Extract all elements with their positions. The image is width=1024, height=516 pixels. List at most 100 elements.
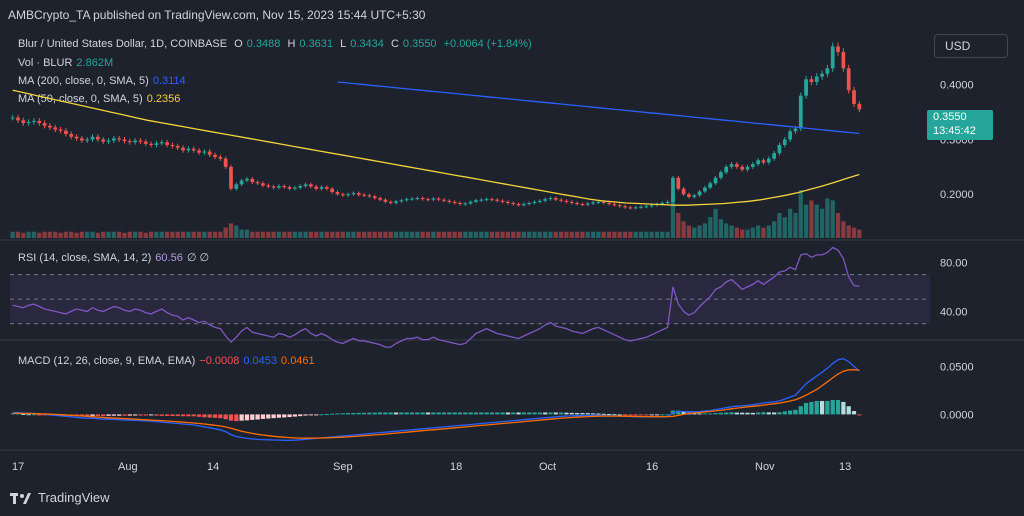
volume-bar <box>590 231 596 238</box>
macd-histogram-bar <box>266 414 271 419</box>
volume-bar <box>782 217 787 238</box>
tradingview-logo[interactable]: TradingView <box>10 490 110 505</box>
price-axis-tick: 0.2000 <box>940 189 974 201</box>
candle-body <box>303 184 308 186</box>
macd-histogram-bar <box>191 414 196 417</box>
macd-histogram-bar <box>409 412 415 415</box>
ma50-legend[interactable]: MA (50, close, 0, SMA, 5) 0.2356 <box>18 93 184 105</box>
volume-bar <box>250 231 255 238</box>
candle-body <box>293 187 297 189</box>
candle-body <box>271 186 276 188</box>
macd-histogram-bar <box>756 412 761 415</box>
volume-bar <box>548 231 553 238</box>
candle-body <box>463 203 468 205</box>
volume-bar <box>21 232 26 238</box>
volume-bar <box>431 231 436 238</box>
volume-bar <box>489 231 495 238</box>
candle-body <box>708 183 713 188</box>
macd-histogram-bar <box>532 412 537 415</box>
volume-bar <box>660 231 665 238</box>
macd-histogram-bar <box>564 412 569 415</box>
candle-body <box>532 201 537 203</box>
candle-body <box>42 123 47 126</box>
high-value: 0.3631 <box>299 38 334 50</box>
macd-histogram-bar <box>330 413 335 415</box>
candle-body <box>830 46 835 69</box>
macd-histogram-bar <box>734 412 739 415</box>
rsi-legend[interactable]: RSI (14, close, SMA, 14, 2) 60.56 ∅ ∅ <box>18 251 213 264</box>
volume-bar <box>511 231 516 238</box>
currency-button[interactable]: USD <box>934 34 1008 58</box>
volume-bar <box>761 227 766 238</box>
volume-bar <box>622 231 628 238</box>
macd-histogram-bar <box>95 414 100 417</box>
macd-histogram-bar <box>292 414 298 417</box>
volume-bar <box>351 231 356 238</box>
candle-body <box>495 199 500 201</box>
candle-body <box>703 187 707 192</box>
candle-body <box>543 199 548 201</box>
volume-bar <box>585 231 590 238</box>
candle-body <box>362 194 366 196</box>
candle-body <box>820 73 824 77</box>
volume-bar <box>276 231 282 238</box>
candle-body <box>740 166 745 170</box>
macd-histogram-bar <box>361 412 367 415</box>
volume-bar <box>292 231 298 238</box>
ohlc-values: O 0.3488 H 0.3631 L 0.3434 C 0.3550 +0.0064 … <box>234 38 536 50</box>
volume-bar <box>212 231 218 238</box>
candle-body <box>681 188 686 195</box>
volume-bar <box>697 225 702 238</box>
macd-histogram-bar <box>697 413 702 415</box>
volume-bar <box>734 227 739 238</box>
close-label: C <box>390 38 399 50</box>
volume-bar <box>740 229 745 238</box>
macd-histogram-bar <box>436 412 441 415</box>
candle-body <box>10 117 15 119</box>
macd-histogram-bar <box>479 412 484 415</box>
macd-legend[interactable]: MACD (12, 26, close, 9, EMA, EMA) −0.0008… <box>18 355 319 367</box>
macd-histogram-bar <box>180 414 186 417</box>
candle-body <box>356 193 361 195</box>
volume-bar <box>164 231 170 238</box>
volume-legend[interactable]: Vol · BLUR 2.862M <box>18 57 117 69</box>
volume-bar <box>654 231 660 238</box>
macd-histogram-bar <box>553 412 558 415</box>
macd-histogram-bar <box>851 411 857 415</box>
macd-histogram-bar <box>452 412 457 415</box>
volume-bar <box>356 231 361 238</box>
macd-histogram-bar <box>159 414 164 416</box>
candle-body <box>32 120 36 122</box>
volume-bar <box>148 231 154 238</box>
candle-body <box>484 199 489 201</box>
volume-bar <box>580 231 585 238</box>
macd-histogram-bar <box>106 414 111 416</box>
rsi-axis-tick: 80.00 <box>940 257 968 269</box>
volume-bar <box>756 225 761 238</box>
candle-body <box>378 198 382 200</box>
volume-bar <box>143 232 148 238</box>
candle-body <box>111 138 116 141</box>
candle-body <box>548 198 553 200</box>
macd-hist-value: −0.0008 <box>199 355 240 367</box>
macd-histogram-bar <box>590 413 596 415</box>
volume-bar <box>308 231 313 238</box>
volume-bar <box>377 231 383 238</box>
macd-histogram-bar <box>713 413 718 415</box>
macd-histogram-bar <box>857 414 862 416</box>
volume-bar <box>319 231 324 238</box>
symbol-title[interactable]: Blur / United States Dollar, 1D, COINBAS… <box>18 38 228 50</box>
volume-bar <box>138 231 143 238</box>
volume-bar <box>10 231 15 238</box>
macd-histogram-bar <box>777 412 782 415</box>
change-value: +0.0064 (+1.84%) <box>443 38 532 50</box>
candle-body <box>697 191 702 196</box>
candle-body <box>138 140 143 142</box>
candle-body <box>804 79 808 96</box>
ma200-legend[interactable]: MA (200, close, 0, SMA, 5) 0.3114 <box>18 75 190 87</box>
macd-histogram-bar <box>665 414 670 416</box>
candle-body <box>777 144 782 154</box>
candle-body <box>537 200 542 202</box>
macd-histogram-bar <box>745 412 750 415</box>
